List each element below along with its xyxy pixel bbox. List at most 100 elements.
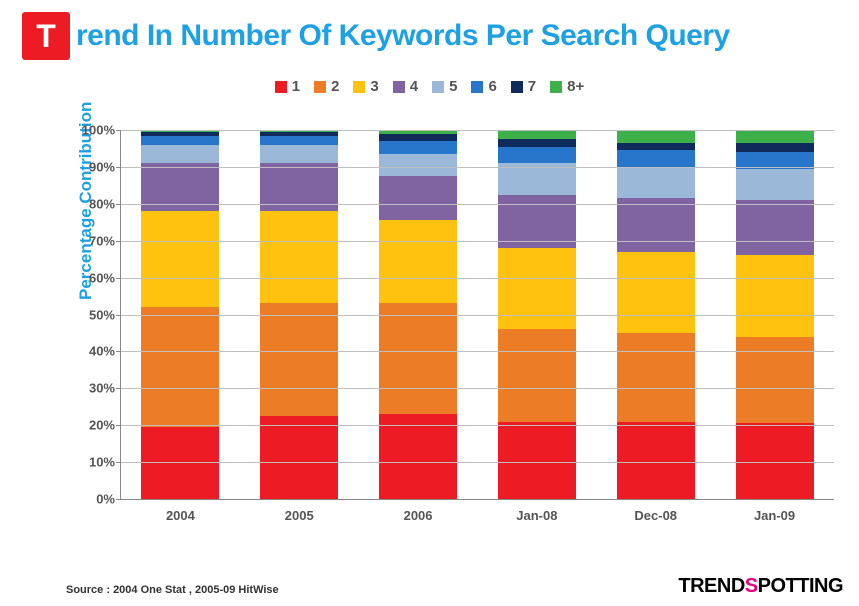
bar-segment — [617, 130, 695, 143]
x-tick-label: Dec-08 — [617, 508, 695, 523]
y-tick-label: 20% — [75, 418, 115, 433]
chart-title: rend In Number Of Keywords Per Search Qu… — [76, 19, 730, 53]
bar-segment — [736, 255, 814, 336]
legend-swatch — [471, 81, 483, 93]
brand-part2: POTTING — [758, 575, 843, 597]
legend-swatch — [275, 81, 287, 93]
y-tickmark — [116, 388, 121, 389]
gridline — [121, 388, 834, 389]
x-tick-label: 2006 — [379, 508, 457, 523]
legend-item: 2 — [314, 78, 339, 95]
y-tickmark — [116, 351, 121, 352]
chart-plot: 200420052006Jan-08Dec-08Jan-09 0%10%20%3… — [120, 130, 834, 500]
bar-segment — [498, 248, 576, 329]
bar-segment — [617, 252, 695, 333]
plot-area: Percentage Contribution 200420052006Jan-… — [64, 130, 834, 530]
source-line: Source : 2004 One Stat , 2005-09 HitWise — [66, 584, 279, 596]
y-tickmark — [116, 462, 121, 463]
bar-segment — [379, 303, 457, 414]
brand-heart: S — [745, 575, 758, 597]
x-tick-label: Jan-08 — [498, 508, 576, 523]
bar-segment — [379, 220, 457, 303]
brand-part1: TREND — [678, 575, 744, 597]
y-tickmark — [116, 278, 121, 279]
y-tickmark — [116, 167, 121, 168]
bar-segment — [617, 167, 695, 198]
bar-segment — [736, 143, 814, 152]
legend-swatch — [432, 81, 444, 93]
bar-segment — [736, 337, 814, 424]
gridline — [121, 315, 834, 316]
y-tick-label: 70% — [75, 233, 115, 248]
legend-swatch — [393, 81, 405, 93]
x-tick-label: 2004 — [141, 508, 219, 523]
bar-segment — [617, 422, 695, 499]
bar-segment — [141, 211, 219, 307]
y-tick-label: 0% — [75, 492, 115, 507]
y-tickmark — [116, 425, 121, 426]
gridline — [121, 130, 834, 131]
y-tickmark — [116, 241, 121, 242]
legend-item: 3 — [353, 78, 378, 95]
legend-label: 5 — [449, 78, 457, 95]
bar-segment — [617, 198, 695, 252]
gridline — [121, 167, 834, 168]
bar-segment — [498, 329, 576, 421]
y-tickmark — [116, 204, 121, 205]
bar-segment — [617, 143, 695, 150]
y-tickmark — [116, 130, 121, 131]
bar-segment — [736, 169, 814, 200]
bar-segment — [498, 163, 576, 194]
y-tick-label: 80% — [75, 196, 115, 211]
legend-label: 1 — [292, 78, 300, 95]
y-tick-label: 90% — [75, 159, 115, 174]
brand-logo: TRENDSPOTTING — [678, 575, 843, 598]
bar-segment — [260, 145, 338, 163]
legend-item: 7 — [511, 78, 536, 95]
legend-swatch — [511, 81, 523, 93]
bar-segment — [379, 414, 457, 499]
y-tickmark — [116, 499, 121, 500]
bar-segment — [260, 303, 338, 416]
legend-label: 4 — [410, 78, 418, 95]
header: T rend In Number Of Keywords Per Search … — [0, 0, 859, 60]
legend-label: 3 — [370, 78, 378, 95]
gridline — [121, 351, 834, 352]
x-tick-label: 2005 — [260, 508, 338, 523]
bar-segment — [379, 141, 457, 154]
gridline — [121, 425, 834, 426]
bar-segment — [379, 154, 457, 176]
bar-segment — [379, 176, 457, 220]
bar-segment — [260, 136, 338, 145]
bar-segment — [260, 416, 338, 499]
y-tick-label: 50% — [75, 307, 115, 322]
logo-badge: T — [22, 12, 70, 60]
bar-segment — [141, 307, 219, 427]
x-tick-label: Jan-09 — [736, 508, 814, 523]
legend-swatch — [314, 81, 326, 93]
gridline — [121, 462, 834, 463]
bar-segment — [617, 333, 695, 422]
legend-item: 5 — [432, 78, 457, 95]
y-tick-label: 60% — [75, 270, 115, 285]
legend: 12 3 4 567 8+ — [0, 78, 859, 95]
y-tickmark — [116, 315, 121, 316]
y-tick-label: 10% — [75, 455, 115, 470]
gridline — [121, 241, 834, 242]
bar-segment — [736, 130, 814, 143]
y-tick-label: 100% — [75, 123, 115, 138]
gridline — [121, 278, 834, 279]
gridline — [121, 204, 834, 205]
bar-segment — [498, 147, 576, 164]
bar-segment — [498, 139, 576, 146]
bar-segment — [617, 150, 695, 167]
bar-segment — [260, 211, 338, 303]
legend-label: 8+ — [567, 78, 584, 95]
legend-item: 1 — [275, 78, 300, 95]
y-tick-label: 30% — [75, 381, 115, 396]
bar-segment — [379, 134, 457, 141]
legend-swatch — [550, 81, 562, 93]
legend-swatch — [353, 81, 365, 93]
legend-item: 6 — [471, 78, 496, 95]
bar-segment — [736, 200, 814, 255]
